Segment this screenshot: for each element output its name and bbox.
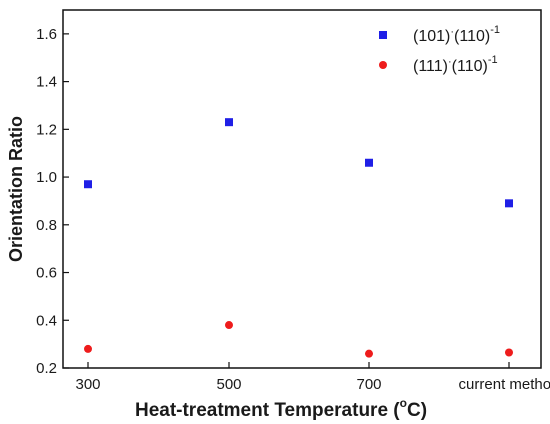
- x-tick-label: current method: [459, 376, 550, 393]
- point-series-1: [225, 118, 233, 127]
- y-tick-label: 1.4: [36, 74, 57, 91]
- y-axis-ticks: 0.2 0.4 0.6 0.8 1.0 1.2 1.4 1.6: [36, 26, 69, 377]
- y-axis-title: Orientation Ratio: [6, 116, 26, 262]
- data-points: [84, 118, 513, 358]
- point-series-1: [505, 199, 513, 208]
- point-series-1: [84, 180, 92, 189]
- plot-frame: [62, 9, 542, 369]
- x-axis-title: Heat-treatment Temperature (oC): [135, 396, 427, 421]
- x-axis-ticks: 300 500 700 current method: [75, 362, 550, 393]
- legend-label-series-2: (111)·(110)-1: [413, 54, 498, 75]
- y-tick-label: 1.2: [36, 121, 57, 138]
- legend: (101)·(110)-1 (111)·(110)-1: [379, 24, 500, 75]
- y-tick-label: 1.6: [36, 26, 57, 43]
- point-series-2: [225, 321, 233, 330]
- x-tick-label: 300: [75, 376, 100, 393]
- legend-marker-circle: [379, 61, 387, 69]
- y-tick-label: 0.6: [36, 265, 57, 282]
- point-series-2: [365, 349, 373, 358]
- legend-marker-square: [379, 31, 387, 39]
- y-tick-label: 1.0: [36, 169, 57, 186]
- x-tick-label: 700: [356, 376, 381, 393]
- point-series-1: [365, 158, 373, 167]
- x-tick-label: 500: [216, 376, 241, 393]
- y-tick-label: 0.4: [36, 312, 57, 329]
- point-series-2: [505, 348, 513, 357]
- y-tick-label: 0.8: [36, 217, 57, 234]
- point-series-2: [84, 344, 92, 353]
- legend-label-series-1: (101)·(110)-1: [413, 24, 500, 45]
- y-tick-label: 0.2: [36, 360, 57, 377]
